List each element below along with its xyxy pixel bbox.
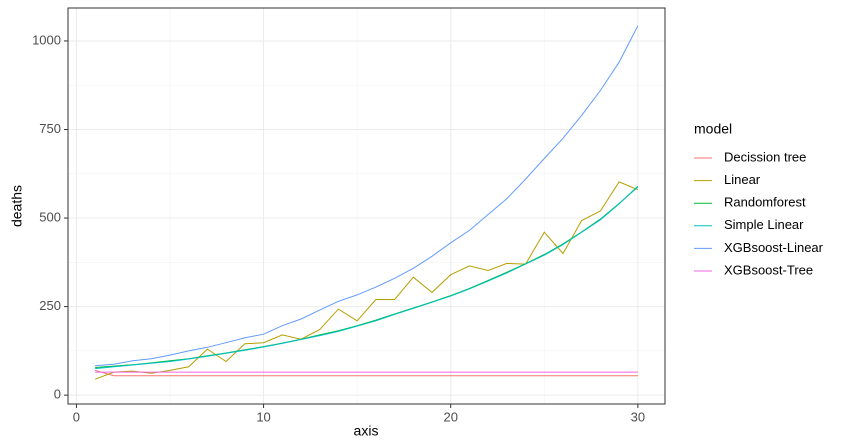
- y-tick-label: 1000: [32, 32, 61, 47]
- legend-label: Simple Linear: [724, 217, 804, 232]
- line-series: [95, 185, 639, 370]
- x-tick-label: 30: [631, 409, 645, 424]
- line-series: [95, 25, 639, 367]
- y-tick-label: 0: [54, 387, 61, 402]
- y-tick-label: 500: [39, 209, 61, 224]
- legend-title: model: [694, 121, 732, 137]
- plot-border: [67, 7, 666, 405]
- legend-label: Linear: [724, 172, 761, 187]
- x-tick-label: 0: [73, 409, 80, 424]
- legend-label: XGBsoost-Tree: [724, 262, 813, 277]
- legend-label: Decission tree: [724, 149, 806, 164]
- y-tick-label: 750: [39, 121, 61, 136]
- line-series: [94, 181, 639, 380]
- x-tick-label: 20: [443, 409, 457, 424]
- x-axis-title: axis: [354, 423, 379, 439]
- legend-label: XGBsoost-Linear: [724, 240, 824, 255]
- y-tick-label: 250: [39, 298, 61, 313]
- y-axis-title: deaths: [9, 185, 25, 227]
- legend-label: Randomforest: [724, 195, 806, 210]
- line-series: [95, 186, 639, 368]
- line-series: [94, 369, 638, 377]
- x-tick-label: 10: [256, 409, 270, 424]
